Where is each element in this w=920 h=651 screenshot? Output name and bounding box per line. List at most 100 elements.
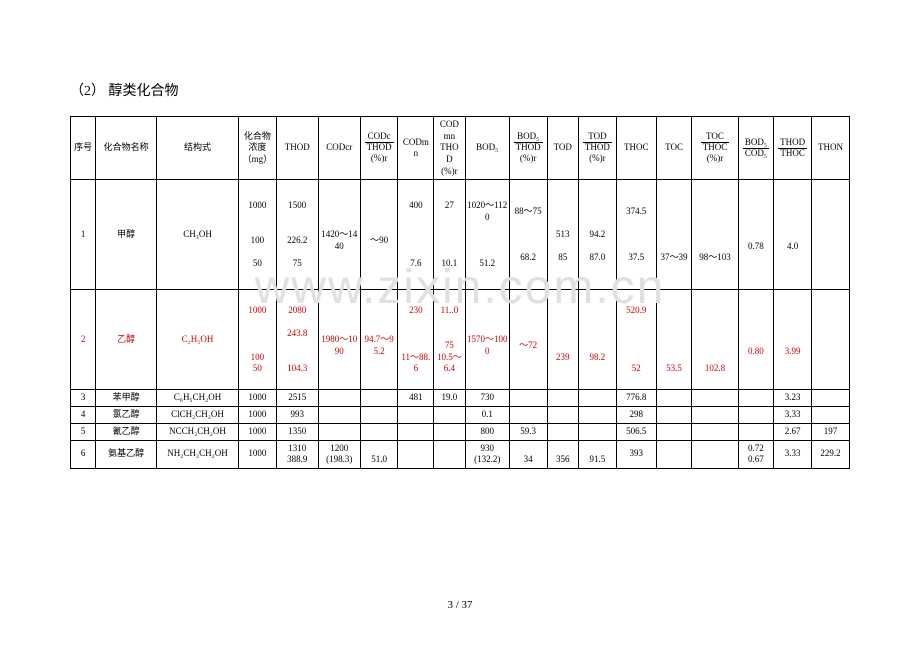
cell: 481: [398, 390, 434, 407]
cell: 1000: [238, 423, 276, 440]
cell: [434, 423, 465, 440]
cell: 37～39: [656, 180, 692, 290]
compound-table: 序号 化合物名称 结构式 化合物浓度（mg） THOD CODcr CODcTH…: [70, 116, 850, 469]
cell: 3.23: [774, 390, 812, 407]
cell: ～72: [509, 290, 547, 390]
cell: 102.8: [692, 290, 738, 390]
cell: 0.1: [465, 407, 509, 424]
cell: 2710.1: [434, 180, 465, 290]
cell: [434, 407, 465, 424]
cell: 苯甲醇: [96, 390, 157, 407]
cell: 91.5: [579, 440, 617, 468]
cell: [547, 423, 578, 440]
cell: 1310388.9: [276, 440, 318, 468]
cell: [579, 407, 617, 424]
cell: [656, 390, 692, 407]
cell: [398, 423, 434, 440]
cell: 53.5: [656, 290, 692, 390]
cell: 1570～1000: [465, 290, 509, 390]
cell: [579, 423, 617, 440]
cell: C₂H₅OH: [157, 290, 239, 390]
cell: 229.2: [812, 440, 850, 468]
table-row: 4 氯乙醇 ClCH₂CH₂OH 1000 993 0.1 298 3.33: [71, 407, 850, 424]
cell: NH₂CH₂CH₂OH: [157, 440, 239, 468]
h-formula: 结构式: [157, 117, 239, 180]
h-bod5-cod5: BOD₅COD₅: [738, 117, 774, 180]
cell: 23011～88.6: [398, 290, 434, 390]
cell: 甲醇: [96, 180, 157, 290]
cell: 100010050: [238, 290, 276, 390]
cell: [812, 180, 850, 290]
cell: [434, 440, 465, 468]
table-row: 1 甲醇 CH₃OH 100010050 1500226.275 1420～14…: [71, 180, 850, 290]
cell: 1000: [238, 440, 276, 468]
h-codcr: CODcr: [318, 117, 360, 180]
cell: [738, 423, 774, 440]
cell: 2: [71, 290, 96, 390]
cell: 993: [276, 407, 318, 424]
cell: 98.2: [579, 290, 617, 390]
cell: ～90: [360, 180, 398, 290]
h-codmn-thod: CODmnTHOD(%)r: [434, 117, 465, 180]
cell: [692, 440, 738, 468]
cell: 520.952: [616, 290, 656, 390]
cell: 98～103: [692, 180, 738, 290]
cell: [398, 407, 434, 424]
cell: 0.80: [738, 290, 774, 390]
h-tod: TOD: [547, 117, 578, 180]
cell: 51385: [547, 180, 578, 290]
cell: 1200(198.3): [318, 440, 360, 468]
cell: 374.537.5: [616, 180, 656, 290]
cell: 51.0: [360, 440, 398, 468]
cell: 3.33: [774, 440, 812, 468]
cell: CH₃OH: [157, 180, 239, 290]
cell: [812, 290, 850, 390]
cell: 197: [812, 423, 850, 440]
cell: 1000: [238, 407, 276, 424]
cell: 乙醇: [96, 290, 157, 390]
cell: 氨基乙醇: [96, 440, 157, 468]
h-toc: TOC: [656, 117, 692, 180]
cell: [812, 390, 850, 407]
cell: 1000: [238, 390, 276, 407]
cell: [360, 423, 398, 440]
cell: 4007.6: [398, 180, 434, 290]
cell: 1020～112051.2: [465, 180, 509, 290]
cell: 356: [547, 440, 578, 468]
table-row: 3 苯甲醇 C₆H₅CH₂OH 1000 2515 481 19.0 730 7…: [71, 390, 850, 407]
cell: 930(132.2): [465, 440, 509, 468]
h-codmn: CODmn: [398, 117, 434, 180]
cell: 94.287.0: [579, 180, 617, 290]
table-row: 5 氰乙醇 NCCH₂CH₂OH 1000 1350 800 59.3 506.…: [71, 423, 850, 440]
h-thod: THOD: [276, 117, 318, 180]
cell: [656, 440, 692, 468]
cell: 4: [71, 407, 96, 424]
h-conc: 化合物浓度（mg）: [238, 117, 276, 180]
page-number: 3 / 37: [0, 599, 920, 611]
cell: [318, 423, 360, 440]
cell: 34: [509, 440, 547, 468]
cell: C₆H₅CH₂OH: [157, 390, 239, 407]
table-row: 6 氨基乙醇 NH₂CH₂CH₂OH 1000 1310388.9 1200(1…: [71, 440, 850, 468]
cell: 393: [616, 440, 656, 468]
cell: 1980～1090: [318, 290, 360, 390]
cell: 氯乙醇: [96, 407, 157, 424]
h-bod5: BOD₅: [465, 117, 509, 180]
cell: 59.3: [509, 423, 547, 440]
cell: [692, 407, 738, 424]
cell: [656, 407, 692, 424]
cell: 2515: [276, 390, 318, 407]
cell: ClCH₂CH₂OH: [157, 407, 239, 424]
h-name: 化合物名称: [96, 117, 157, 180]
cell: 800: [465, 423, 509, 440]
cell: 1: [71, 180, 96, 290]
cell: [509, 390, 547, 407]
cell: 730: [465, 390, 509, 407]
h-thod-thoc: THODTHOC: [774, 117, 812, 180]
table-row: 2 乙醇 C₂H₅OH 100010050 2080243.8104.3 198…: [71, 290, 850, 390]
cell: [509, 407, 547, 424]
cell: 1420～1440: [318, 180, 360, 290]
cell: [547, 390, 578, 407]
cell: [318, 407, 360, 424]
cell: 0.78: [738, 180, 774, 290]
